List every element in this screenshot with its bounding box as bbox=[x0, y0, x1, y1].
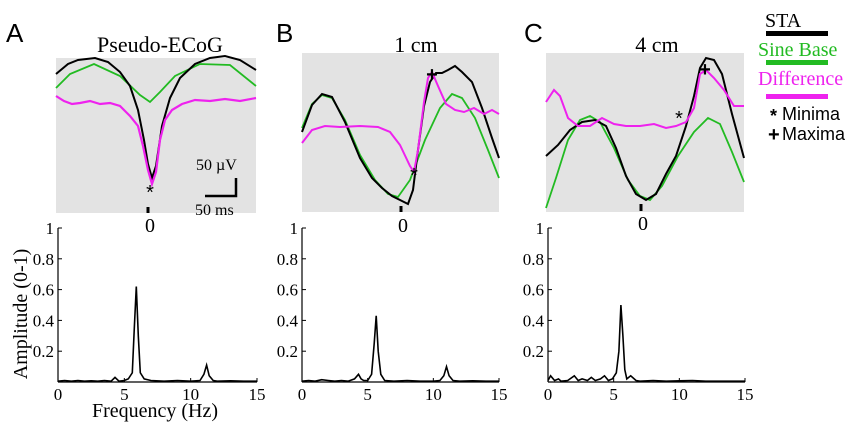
trace-c-zero-label: 0 bbox=[638, 213, 648, 235]
trace-c-maxima-marker: + bbox=[699, 59, 711, 81]
spectrum-c-x-tick-label: 0 bbox=[544, 385, 553, 404]
trace-b-maxima-marker: + bbox=[426, 64, 438, 86]
spectrum-c-y-tick-label: 0.2 bbox=[523, 342, 544, 361]
legend-maxima-label: Maxima bbox=[782, 124, 846, 144]
spectrum-c-line bbox=[547, 304, 745, 383]
legend-sta-label: STA bbox=[765, 10, 802, 32]
trace-a-zero-label: 0 bbox=[145, 215, 155, 237]
trace-b-minima-marker: * bbox=[410, 165, 418, 187]
spectrum-y-axis-label: Amplitude (0-1) bbox=[10, 249, 32, 380]
legend-maxima-symbol: + bbox=[768, 124, 780, 146]
trace-title-b: 1 cm bbox=[394, 32, 437, 57]
panel-label-b: B bbox=[276, 18, 293, 48]
panel-label-c: C bbox=[524, 18, 543, 48]
spectrum-c-y-tick-label: 0.4 bbox=[523, 311, 545, 330]
spectrum-b-x-tick-label: 0 bbox=[298, 385, 307, 404]
legend-sta-swatch bbox=[766, 31, 828, 36]
spectrum-b-x-tick-label: 10 bbox=[425, 385, 442, 404]
spectrum-b-y-tick-label: 0.8 bbox=[277, 250, 298, 269]
spectrum-a-x-tick-label: 15 bbox=[249, 385, 266, 404]
legend-sine-base-label: Sine Base bbox=[758, 39, 838, 61]
trace-panel-b: * + 0 bbox=[301, 53, 500, 237]
trace-a-sta bbox=[55, 54, 257, 182]
spectrum-b-y-tick-label: 1 bbox=[290, 219, 299, 238]
spectrum-panel-a: 0.20.40.60.810 5 10 15 bbox=[33, 219, 266, 404]
trace-panel-b-bg bbox=[302, 53, 499, 212]
spectrum-x-axis-label: Frequency (Hz) bbox=[92, 400, 218, 422]
scale-bar-time: 50 ms bbox=[195, 202, 234, 219]
spectrum-a-x-tick-label: 5 bbox=[120, 385, 129, 404]
spectrum-c-y-tick-label: 0.6 bbox=[523, 281, 544, 300]
spectrum-b-y-tick-label: 0.4 bbox=[277, 311, 299, 330]
spectrum-a-x-tick-label: 0 bbox=[54, 385, 63, 404]
trace-a-minima-marker: * bbox=[146, 182, 154, 204]
spectrum-a-x-tick-label: 10 bbox=[182, 385, 199, 404]
trace-a-difference bbox=[55, 95, 257, 188]
spectrum-c-y-tick-label: 0.8 bbox=[523, 250, 544, 269]
trace-panel-a-bg bbox=[56, 58, 256, 213]
spectrum-c-x-tick-label: 5 bbox=[609, 385, 618, 404]
spectrum-a-y-tick-label: 1 bbox=[46, 219, 55, 238]
trace-panel-a: * 0 50 µV 50 ms bbox=[55, 54, 257, 237]
spectrum-b-x-tick-label: 15 bbox=[491, 385, 508, 404]
spectrum-b-y-tick-label: 0.6 bbox=[277, 281, 298, 300]
trace-b-zero-label: 0 bbox=[398, 215, 408, 237]
legend-difference-label: Difference bbox=[758, 68, 843, 90]
trace-c-minima-marker: * bbox=[675, 108, 683, 130]
trace-title-a: Pseudo-ECoG bbox=[97, 32, 223, 57]
trace-title-c: 4 cm bbox=[635, 32, 678, 57]
spectrum-b-y-tick-label: 0.2 bbox=[277, 342, 298, 361]
spectrum-b-x-tick-label: 5 bbox=[363, 385, 372, 404]
legend-sine-base-swatch bbox=[766, 60, 828, 65]
spectrum-a-y-tick-label: 0.4 bbox=[33, 311, 55, 330]
spectrum-panel-c: 0.20.40.60.810 5 10 15 bbox=[523, 219, 754, 404]
legend: STA Sine Base Difference * Minima + Maxi… bbox=[758, 10, 846, 146]
trace-b-difference bbox=[301, 69, 500, 175]
spectrum-a-y-tick-label: 0.2 bbox=[33, 342, 54, 361]
legend-difference-swatch bbox=[766, 94, 828, 99]
spectrum-panel-b: 0.20.40.60.810 5 10 15 bbox=[277, 219, 508, 404]
trace-panel-c: * + 0 bbox=[545, 53, 745, 235]
spectrum-c-x-tick-label: 15 bbox=[737, 385, 754, 404]
scale-bar bbox=[205, 178, 238, 198]
legend-minima-label: Minima bbox=[782, 104, 841, 124]
spectrum-b-line bbox=[301, 315, 499, 383]
spectrum-a-y-tick-label: 0.6 bbox=[33, 281, 54, 300]
trace-c-sta bbox=[545, 56, 745, 202]
spectrum-a-line bbox=[57, 286, 257, 383]
legend-minima-symbol: * bbox=[770, 106, 777, 126]
trace-a-sine-base bbox=[55, 63, 257, 104]
trace-c-difference bbox=[545, 68, 744, 130]
trace-b-sta bbox=[301, 64, 500, 206]
trace-panel-c-bg bbox=[546, 53, 744, 212]
spectrum-c-y-tick-label: 1 bbox=[536, 219, 545, 238]
spectrum-c-x-tick-label: 10 bbox=[671, 385, 688, 404]
scale-bar-amplitude: 50 µV bbox=[196, 157, 237, 174]
panel-label-a: A bbox=[6, 18, 24, 48]
spectrum-a-y-tick-label: 0.8 bbox=[33, 250, 54, 269]
